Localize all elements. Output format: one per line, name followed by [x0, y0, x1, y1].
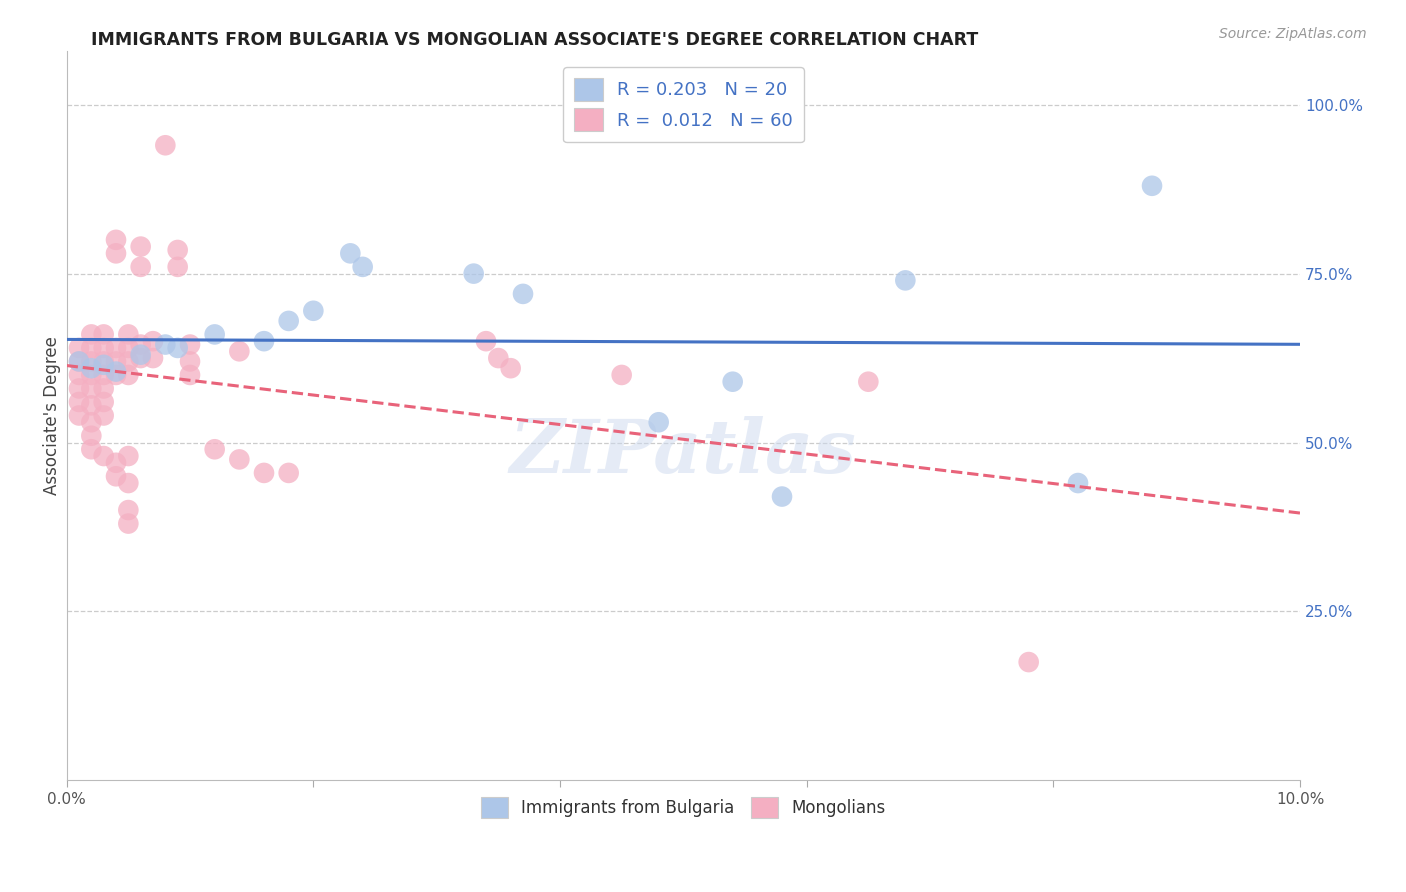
- Point: [67, 409, 90, 423]
- Point: [228, 344, 250, 359]
- Point: [80, 442, 103, 457]
- Point: [105, 246, 128, 260]
- Y-axis label: Associate's Degree: Associate's Degree: [44, 336, 60, 495]
- Point: [93, 449, 115, 463]
- Point: [486, 351, 509, 365]
- Point: [166, 260, 188, 274]
- Point: [770, 490, 793, 504]
- Point: [129, 260, 152, 274]
- Point: [117, 341, 139, 355]
- Point: [204, 327, 226, 342]
- Point: [610, 368, 633, 382]
- Point: [67, 395, 90, 409]
- Point: [67, 341, 90, 355]
- Point: [253, 466, 276, 480]
- Point: [1018, 655, 1040, 669]
- Point: [80, 429, 103, 443]
- Legend: Immigrants from Bulgaria, Mongolians: Immigrants from Bulgaria, Mongolians: [472, 789, 894, 827]
- Point: [80, 398, 103, 412]
- Point: [302, 303, 325, 318]
- Point: [204, 442, 226, 457]
- Point: [105, 233, 128, 247]
- Point: [93, 354, 115, 368]
- Point: [166, 341, 188, 355]
- Point: [117, 368, 139, 382]
- Point: [105, 456, 128, 470]
- Point: [67, 368, 90, 382]
- Point: [166, 243, 188, 257]
- Point: [475, 334, 498, 348]
- Point: [179, 368, 201, 382]
- Point: [105, 469, 128, 483]
- Point: [894, 273, 917, 287]
- Point: [93, 341, 115, 355]
- Point: [512, 286, 534, 301]
- Point: [179, 337, 201, 351]
- Point: [339, 246, 361, 260]
- Point: [1140, 178, 1163, 193]
- Point: [129, 351, 152, 365]
- Point: [67, 354, 90, 368]
- Point: [117, 476, 139, 491]
- Point: [129, 337, 152, 351]
- Point: [105, 341, 128, 355]
- Point: [155, 337, 177, 351]
- Point: [117, 327, 139, 342]
- Point: [463, 267, 485, 281]
- Point: [105, 368, 128, 382]
- Point: [179, 354, 201, 368]
- Point: [80, 368, 103, 382]
- Point: [80, 354, 103, 368]
- Point: [80, 415, 103, 429]
- Point: [352, 260, 374, 274]
- Point: [1067, 476, 1090, 491]
- Point: [67, 382, 90, 396]
- Point: [721, 375, 744, 389]
- Point: [93, 327, 115, 342]
- Point: [93, 395, 115, 409]
- Point: [277, 314, 299, 328]
- Point: [647, 415, 669, 429]
- Point: [499, 361, 522, 376]
- Point: [105, 365, 128, 379]
- Point: [117, 516, 139, 531]
- Point: [80, 361, 103, 376]
- Point: [93, 409, 115, 423]
- Point: [93, 382, 115, 396]
- Point: [117, 503, 139, 517]
- Point: [858, 375, 880, 389]
- Point: [129, 348, 152, 362]
- Point: [142, 334, 165, 348]
- Point: [105, 354, 128, 368]
- Point: [80, 327, 103, 342]
- Point: [117, 354, 139, 368]
- Point: [155, 138, 177, 153]
- Text: ZIPatlas: ZIPatlas: [510, 416, 856, 488]
- Point: [93, 368, 115, 382]
- Text: IMMIGRANTS FROM BULGARIA VS MONGOLIAN ASSOCIATE'S DEGREE CORRELATION CHART: IMMIGRANTS FROM BULGARIA VS MONGOLIAN AS…: [91, 31, 979, 49]
- Point: [228, 452, 250, 467]
- Point: [117, 449, 139, 463]
- Point: [277, 466, 299, 480]
- Point: [93, 358, 115, 372]
- Point: [67, 354, 90, 368]
- Point: [80, 341, 103, 355]
- Text: Source: ZipAtlas.com: Source: ZipAtlas.com: [1219, 27, 1367, 41]
- Point: [253, 334, 276, 348]
- Point: [80, 382, 103, 396]
- Point: [142, 351, 165, 365]
- Point: [129, 239, 152, 253]
